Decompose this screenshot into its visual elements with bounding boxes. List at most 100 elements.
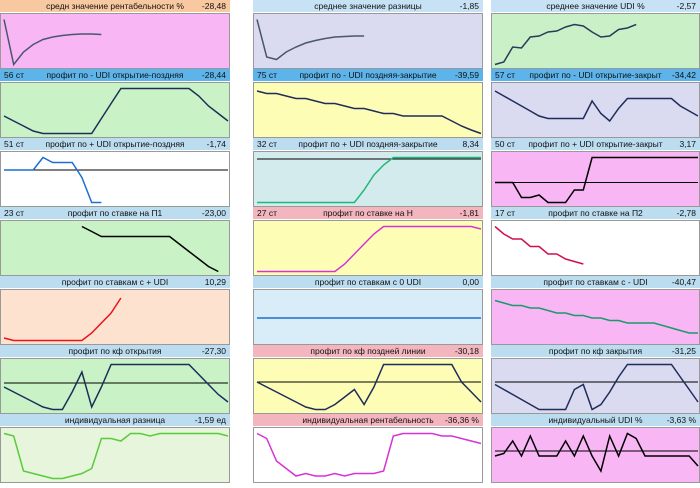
chart-title: профит по ставкам с + UDI — [61, 277, 169, 287]
chart-plot — [491, 427, 700, 483]
data-line — [494, 363, 699, 411]
chart-header: профит по кф закрытия -31,25 — [491, 345, 700, 357]
data-line — [3, 87, 229, 135]
chart-title: профит по + UDI открытие-поздняя — [45, 139, 185, 149]
chart-result: -36,36 % — [444, 415, 479, 425]
chart-plot — [491, 358, 700, 414]
data-line — [494, 23, 637, 66]
chart-result: -27,30 — [201, 346, 226, 356]
chart-title: профит по кф открытия — [68, 346, 162, 356]
chart-panel: профит по кф закрытия -31,25 — [491, 345, 700, 414]
chart-result: -28,48 — [201, 1, 226, 11]
chart-header: 75 ст профит по - UDI поздняя-закрытие -39… — [253, 69, 483, 81]
chart-plot — [0, 82, 230, 138]
chart-label: 51 ст — [4, 139, 24, 149]
chart-plot — [0, 13, 230, 69]
chart-panel: профит по ставкам с + UDI 10,29 — [0, 276, 230, 345]
chart-header: профит по ставкам с + UDI 10,29 — [0, 276, 230, 288]
chart-label: 50 ст — [495, 139, 515, 149]
chart-panel: 57 ст профит по - UDI открытие-закрыт -34,… — [491, 69, 700, 138]
chart-result: -40,47 — [671, 277, 696, 287]
chart-result: -1,59 ед — [194, 415, 226, 425]
chart-header: среднее значение разницы -1,85 — [253, 0, 483, 12]
chart-header: 51 ст профит по + UDI открытие-поздняя -1,… — [0, 138, 230, 150]
data-line — [256, 90, 482, 135]
data-line — [256, 19, 365, 61]
chart-panel: профит по ставкам с 0 UDI 0,00 — [253, 276, 483, 345]
chart-label: 56 ст — [4, 70, 24, 80]
chart-title: индивидуальная рентабельность — [302, 415, 434, 425]
chart-header: профит по ставкам с 0 UDI 0,00 — [253, 276, 483, 288]
chart-panel: 27 ст профит по ставке на Н -1,81 — [253, 207, 483, 276]
chart-title: профит по - UDI поздняя-закрытие — [299, 70, 437, 80]
chart-header: индивидуальная разница -1,59 ед — [0, 414, 230, 426]
chart-plot — [491, 289, 700, 345]
chart-result: -1,81 — [459, 208, 479, 218]
chart-plot — [491, 13, 700, 69]
chart-title: средн значение рентабельности % — [46, 1, 184, 11]
chart-panel: 75 ст профит по - UDI поздняя-закрытие -39… — [253, 69, 483, 138]
chart-label: 27 ст — [257, 208, 277, 218]
chart-result: -39,59 — [454, 70, 479, 80]
chart-header: профит по кф открытия -27,30 — [0, 345, 230, 357]
chart-title: профит по ставке на П2 — [548, 208, 643, 218]
chart-plot — [491, 82, 700, 138]
data-line — [256, 363, 482, 411]
chart-title: индивидуальная разница — [64, 415, 166, 425]
data-line — [494, 90, 699, 123]
chart-result: -30,18 — [454, 346, 479, 356]
chart-panel: 23 ст профит по ставке на П1 -23,00 — [0, 207, 230, 276]
chart-title: индивидуальный UDI % — [548, 415, 643, 425]
chart-panel: индивидуальный UDI % -3,63 % — [491, 414, 700, 483]
chart-plot — [491, 151, 700, 207]
data-line — [3, 19, 102, 67]
chart-result: 8,34 — [462, 139, 479, 149]
chart-header: 27 ст профит по ставке на Н -1,81 — [253, 207, 483, 219]
chart-header: 50 ст профит по + UDI открытие-закрыт 3,17 — [491, 138, 700, 150]
chart-panel: 51 ст профит по + UDI открытие-поздняя -1,… — [0, 138, 230, 207]
chart-result: -2,78 — [676, 208, 696, 218]
chart-title: среднее значение разницы — [314, 1, 422, 11]
chart-title: профит по ставке на П1 — [67, 208, 163, 218]
chart-plot — [253, 13, 483, 69]
chart-panel: среднее значение UDI % -2,57 — [491, 0, 700, 69]
chart-plot — [253, 151, 483, 207]
data-line — [3, 297, 122, 342]
chart-label: 75 ст — [257, 70, 277, 80]
chart-header: 57 ст профит по - UDI открытие-закрыт -34,… — [491, 69, 700, 81]
data-line — [4, 156, 102, 204]
chart-panel: средн значение рентабельности % -28,48 — [0, 0, 230, 69]
chart-panel: 56 ст профит по - UDI открытие-поздняя -28… — [0, 69, 230, 138]
chart-plot — [253, 289, 483, 345]
chart-title: профит по кф поздней линии — [310, 346, 426, 356]
chart-label: 32 ст — [257, 139, 277, 149]
chart-header: индивидуальная рентабельность -36,36 % — [253, 414, 483, 426]
chart-header: 56 ст профит по - UDI открытие-поздняя -28… — [0, 69, 230, 81]
chart-title: профит по ставкам с 0 UDI — [314, 277, 422, 287]
chart-plot — [253, 427, 483, 483]
chart-panel: профит по кф открытия -27,30 — [0, 345, 230, 414]
chart-title: профит по - UDI открытие-поздняя — [46, 70, 184, 80]
chart-label: 17 ст — [495, 208, 515, 218]
chart-header: среднее значение UDI % -2,57 — [491, 0, 700, 12]
chart-result: -31,25 — [671, 346, 696, 356]
chart-header: профит по ставкам с - UDI -40,47 — [491, 276, 700, 288]
chart-header: 32 ст профит по + UDI поздняя-закрытие 8,3… — [253, 138, 483, 150]
chart-title: профит по кф закрытия — [548, 346, 643, 356]
chart-result: 0,00 — [462, 277, 479, 287]
chart-title: профит по + UDI открытие-закрыт — [528, 139, 663, 149]
chart-result: -23,00 — [201, 208, 226, 218]
chart-title: профит по ставке на Н — [323, 208, 413, 218]
chart-plot — [253, 358, 483, 414]
chart-header: 17 ст профит по ставке на П2 -2,78 — [491, 207, 700, 219]
chart-plot — [253, 82, 483, 138]
chart-panel: индивидуальная рентабельность -36,36 % — [253, 414, 483, 483]
chart-header: индивидуальный UDI % -3,63 % — [491, 414, 700, 426]
chart-result: -28,44 — [201, 70, 226, 80]
data-line — [256, 432, 482, 477]
data-line — [257, 225, 482, 273]
chart-plot — [0, 358, 230, 414]
chart-panel: профит по кф поздней линии -30,18 — [253, 345, 483, 414]
chart-result: -1,74 — [206, 139, 226, 149]
